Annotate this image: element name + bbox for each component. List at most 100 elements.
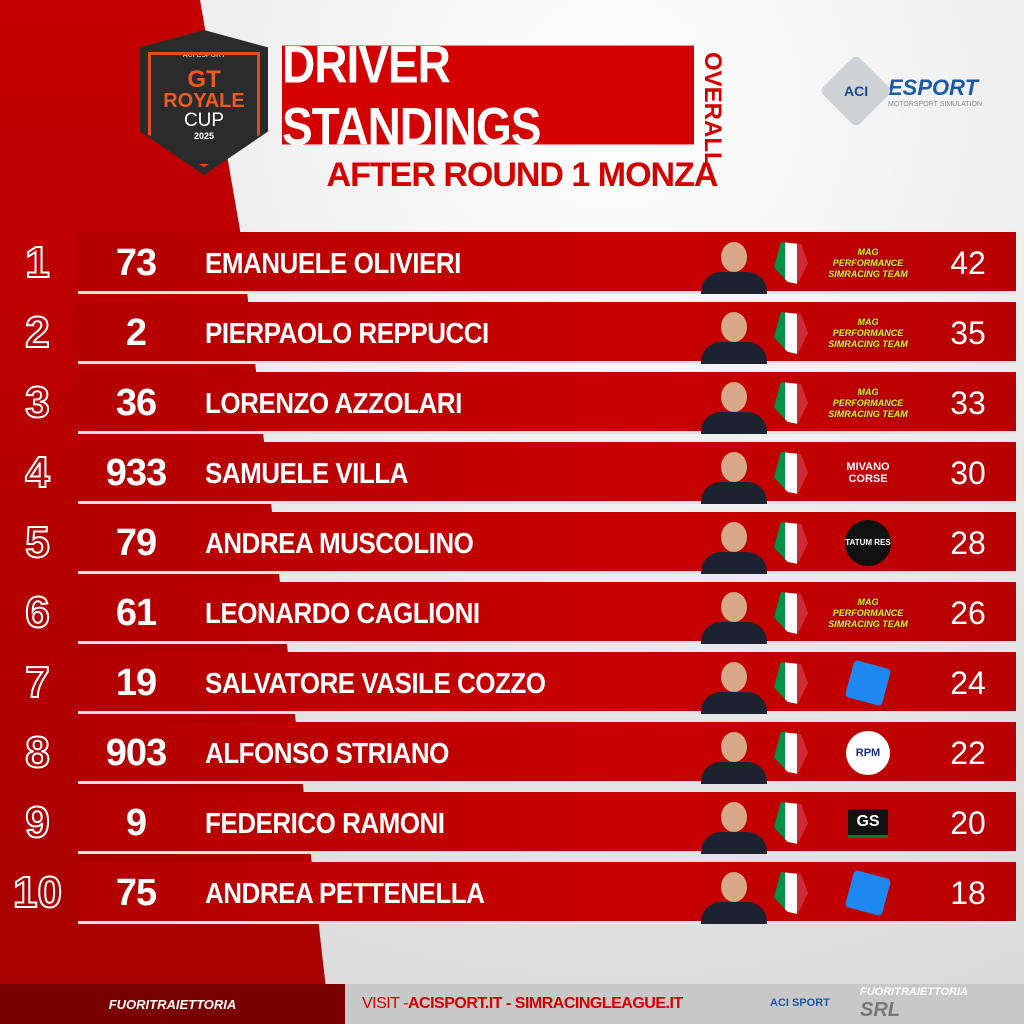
driver-name: SALVATORE VASILE COZZO [205,665,546,699]
team-name: GS [848,808,888,838]
row-bar: 2 PIERPAOLO REPPUCCI MAG Performance Sim… [78,302,1016,364]
driver-photo [698,444,770,504]
car-number: 73 [115,241,157,284]
position: 4 [24,447,50,498]
points: 35 [950,314,986,351]
car-number: 9 [125,801,147,844]
driver-photo [698,304,770,364]
team-name: MAG Performance Simracing Team [828,386,908,419]
car-number: 2 [125,311,147,354]
visit-links[interactable]: VISIT - ACISPORT.IT - SIMRACINGLEAGUE.IT [362,995,683,1012]
driver-name: LEONARDO CAGLIONI [205,595,480,629]
driver-photo [698,514,770,574]
italy-flag-icon [774,382,808,424]
team-logo: GS [826,798,910,848]
driver-photo [698,864,770,924]
standings-row: 6 61 LEONARDO CAGLIONI MAG Performance S… [0,582,1024,644]
blue-cube-icon [844,869,892,917]
car-number: 75 [115,871,157,914]
points: 33 [950,384,986,421]
row-bar: 73 EMANUELE OLIVIERI MAG Performance Sim… [78,232,1016,294]
row-bar: 75 ANDREA PETTENELLA 18 [78,862,1016,924]
driver-name: ANDREA PETTENELLA [205,875,485,909]
team-logo: MAG Performance Simracing Team [826,308,910,358]
position: 10 [12,867,63,918]
car-number: 903 [105,731,167,774]
standings-row: 9 9 FEDERICO RAMONI GS 20 [0,792,1024,854]
position: 3 [24,377,50,428]
driver-photo [698,584,770,644]
points: 24 [950,664,986,701]
standings-list: 1 73 EMANUELE OLIVIERI MAG Performance S… [0,232,1024,932]
driver-name: EMANUELE OLIVIERI [205,245,461,279]
page-title: DRIVER STANDINGS [282,34,694,156]
team-logo: MAG Performance Simracing Team [826,588,910,638]
points: 20 [950,804,986,841]
team-logo [826,868,910,918]
aci-sport-logo: ACI SPORT [770,997,830,1009]
team-logo: RPM [826,728,910,778]
standings-row: 2 2 PIERPAOLO REPPUCCI MAG Performance S… [0,302,1024,364]
row-bar: 19 SALVATORE VASILE COZZO 24 [78,652,1016,714]
driver-name: ALFONSO STRIANO [205,735,449,769]
italy-flag-icon [774,452,808,494]
car-number: 36 [115,381,157,424]
row-bar: 903 ALFONSO STRIANO RPM 22 [78,722,1016,784]
driver-name: SAMUELE VILLA [205,455,408,489]
standings-row: 10 75 ANDREA PETTENELLA 18 [0,862,1024,924]
position: 9 [24,797,50,848]
driver-photo [698,654,770,714]
team-name: TATUM RES [845,520,891,566]
points: 30 [950,454,986,491]
driver-photo [698,234,770,294]
team-logo: MAG Performance Simracing Team [826,378,910,428]
italy-flag-icon [774,662,808,704]
team-logo [826,658,910,708]
standings-row: 8 903 ALFONSO STRIANO RPM 22 [0,722,1024,784]
row-bar: 79 ANDREA MUSCOLINO TATUM RES 28 [78,512,1016,574]
team-logo: MIVANO CORSE [826,448,910,498]
position: 6 [24,587,50,638]
team-name: MAG Performance Simracing Team [828,246,908,279]
italy-flag-icon [774,242,808,284]
row-bar: 36 LORENZO AZZOLARI MAG Performance Simr… [78,372,1016,434]
team-name: RPM [846,731,890,775]
aci-esport-logo: ACI ESPORT MOTORSPORT SIMULATION [819,54,982,128]
row-bar: 9 FEDERICO RAMONI GS 20 [78,792,1016,854]
driver-photo [698,374,770,434]
overall-label: OVERALL [699,52,726,167]
team-name: MAG Performance Simracing Team [828,596,908,629]
standings-row: 3 36 LORENZO AZZOLARI MAG Performance Si… [0,372,1024,434]
position: 1 [24,237,50,288]
standings-row: 5 79 ANDREA MUSCOLINO TATUM RES 28 [0,512,1024,574]
standings-row: 1 73 EMANUELE OLIVIERI MAG Performance S… [0,232,1024,294]
driver-name: PIERPAOLO REPPUCCI [205,315,489,349]
italy-flag-icon [774,732,808,774]
italy-flag-icon [774,592,808,634]
srl-logo: FUORITRAIETTORIA SRL [860,986,968,1021]
points: 26 [950,594,986,631]
car-number: 61 [115,591,157,634]
car-number: 933 [105,451,167,494]
driver-photo [698,724,770,784]
team-logo: TATUM RES [826,518,910,568]
italy-flag-icon [774,872,808,914]
team-name: MAG Performance Simracing Team [828,316,908,349]
standings-row: 4 933 SAMUELE VILLA MIVANO CORSE 30 [0,442,1024,504]
footer: FUORITRAIETTORIA VISIT - ACISPORT.IT - S… [0,984,1024,1024]
points: 22 [950,734,986,771]
position: 5 [24,517,50,568]
team-name: MIVANO CORSE [846,461,890,485]
points: 28 [950,524,986,561]
italy-flag-icon [774,312,808,354]
position: 2 [24,307,50,358]
driver-name: ANDREA MUSCOLINO [205,525,474,559]
row-bar: 933 SAMUELE VILLA MIVANO CORSE 30 [78,442,1016,504]
car-number: 79 [115,521,157,564]
italy-flag-icon [774,522,808,564]
subtitle: AFTER ROUND 1 MONZA [326,156,719,194]
team-logo: MAG Performance Simracing Team [826,238,910,288]
driver-name: LORENZO AZZOLARI [205,385,462,419]
blue-cube-icon [844,659,892,707]
italy-flag-icon [774,802,808,844]
